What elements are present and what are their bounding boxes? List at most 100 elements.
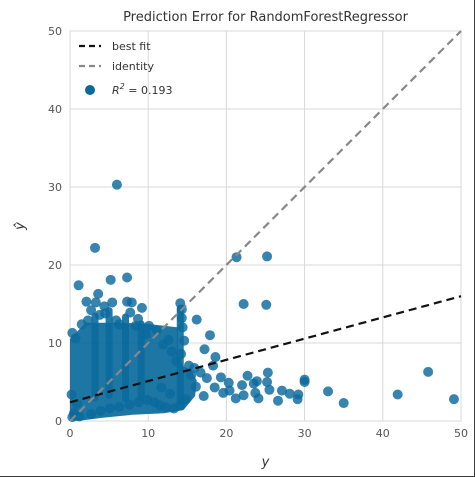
scatter-point bbox=[136, 302, 147, 313]
y-tick-label: 50 bbox=[48, 25, 62, 38]
scatter-point bbox=[273, 395, 284, 406]
scatter-point bbox=[94, 309, 105, 320]
scatter-point bbox=[82, 315, 93, 326]
scatter-point bbox=[133, 397, 144, 408]
y-tick-label: 0 bbox=[55, 415, 62, 428]
point-streak bbox=[137, 320, 145, 401]
legend-r2-prefix: R bbox=[112, 84, 120, 97]
scatter-point bbox=[264, 384, 275, 395]
scatter-point bbox=[93, 288, 104, 299]
fit-lines bbox=[69, 30, 462, 422]
scatter-point bbox=[124, 399, 135, 410]
scatter-point bbox=[261, 299, 272, 310]
scatter-point bbox=[175, 400, 186, 411]
point-streak bbox=[122, 313, 130, 403]
scatter-point bbox=[126, 297, 137, 308]
scatter-point bbox=[105, 274, 116, 285]
scatter-point bbox=[163, 334, 174, 345]
scatter-point bbox=[160, 401, 171, 412]
point-streak bbox=[91, 312, 99, 402]
y-tick-label: 30 bbox=[48, 181, 62, 194]
scatter-point bbox=[86, 408, 97, 419]
scatter-point bbox=[165, 388, 176, 399]
legend-r2-sup: 2 bbox=[120, 82, 125, 91]
scatter-point bbox=[125, 307, 136, 318]
scatter-point bbox=[70, 333, 81, 344]
scatter-point bbox=[171, 355, 182, 366]
scatter-point bbox=[90, 242, 101, 253]
x-tick-label: 30 bbox=[298, 427, 312, 440]
scatter-point bbox=[237, 380, 248, 391]
scatter-point bbox=[176, 348, 187, 359]
scatter-point bbox=[66, 389, 77, 400]
best-fit-line bbox=[69, 295, 462, 404]
legend-r2-suffix: = 0.193 bbox=[125, 84, 173, 97]
identity-line bbox=[69, 30, 462, 422]
scatter-point bbox=[199, 344, 210, 355]
x-tick-labels: 0 10 20 30 40 50 bbox=[67, 427, 469, 440]
scatter-point bbox=[140, 329, 151, 340]
scatter-point bbox=[238, 299, 249, 309]
scatter-point bbox=[230, 393, 241, 404]
scatter-point bbox=[224, 385, 235, 396]
scatter-point bbox=[448, 394, 459, 405]
scatter-point bbox=[299, 374, 310, 385]
scatter-point bbox=[210, 352, 221, 363]
scatter-point bbox=[201, 373, 212, 384]
scatter-point bbox=[423, 366, 434, 377]
scatter-point bbox=[111, 179, 122, 190]
legend-identity-label: identity bbox=[112, 60, 154, 73]
scatter-point bbox=[81, 296, 92, 307]
scatter-points bbox=[66, 179, 459, 423]
scatter-point bbox=[190, 381, 201, 392]
scatter-point bbox=[156, 382, 167, 393]
scatter-point bbox=[191, 314, 202, 325]
scatter-point bbox=[238, 390, 249, 401]
x-tick-label: 0 bbox=[67, 427, 74, 440]
scatter-point bbox=[166, 346, 177, 357]
scatter-point bbox=[293, 389, 304, 400]
point-streak bbox=[105, 307, 113, 400]
scatter-point bbox=[392, 389, 403, 400]
scatter-point bbox=[90, 297, 101, 308]
scatter-point bbox=[122, 272, 133, 283]
scatter-point bbox=[104, 403, 115, 414]
legend: best fit identity R2 = 0.193 bbox=[79, 40, 172, 97]
scatter-point bbox=[204, 330, 215, 341]
chart-title: Prediction Error for RandomForestRegress… bbox=[123, 10, 409, 25]
scatter-point bbox=[215, 372, 226, 383]
scatter-point bbox=[198, 391, 209, 402]
scatter-point bbox=[86, 305, 97, 316]
scatter-point bbox=[111, 315, 122, 326]
x-tick-label: 50 bbox=[454, 427, 468, 440]
y-axis-label: ŷ bbox=[13, 222, 28, 231]
scatter-point bbox=[242, 370, 253, 381]
legend-best-fit-label: best fit bbox=[112, 40, 151, 53]
scatter-point bbox=[143, 320, 154, 331]
scatter-point bbox=[73, 280, 84, 291]
scatter-point bbox=[250, 387, 261, 398]
legend-r2-swatch bbox=[85, 85, 95, 95]
scatter-point bbox=[262, 367, 273, 378]
scatter-point bbox=[262, 377, 273, 387]
scatter-point bbox=[276, 385, 287, 396]
scatter-point bbox=[209, 382, 220, 393]
scatter-point bbox=[231, 252, 242, 263]
y-tick-label: 10 bbox=[48, 337, 62, 350]
scatter-point bbox=[262, 251, 273, 262]
scatter-point bbox=[176, 313, 187, 324]
scatter-point bbox=[251, 376, 262, 387]
scatter-point bbox=[151, 325, 162, 336]
y-tick-labels: 0 10 20 30 40 50 bbox=[48, 25, 62, 428]
y-tick-label: 20 bbox=[48, 259, 62, 272]
scatter-point bbox=[95, 405, 106, 416]
scatter-point bbox=[284, 388, 295, 399]
scatter-point bbox=[133, 313, 144, 324]
legend-r2-label: R2 = 0.193 bbox=[112, 82, 172, 97]
scatter-point bbox=[179, 335, 190, 346]
y-tick-label: 40 bbox=[48, 103, 62, 116]
scatter-point bbox=[107, 297, 118, 308]
scatter-point bbox=[177, 322, 188, 333]
scatter-point bbox=[186, 369, 197, 380]
grid-lines bbox=[69, 30, 462, 422]
